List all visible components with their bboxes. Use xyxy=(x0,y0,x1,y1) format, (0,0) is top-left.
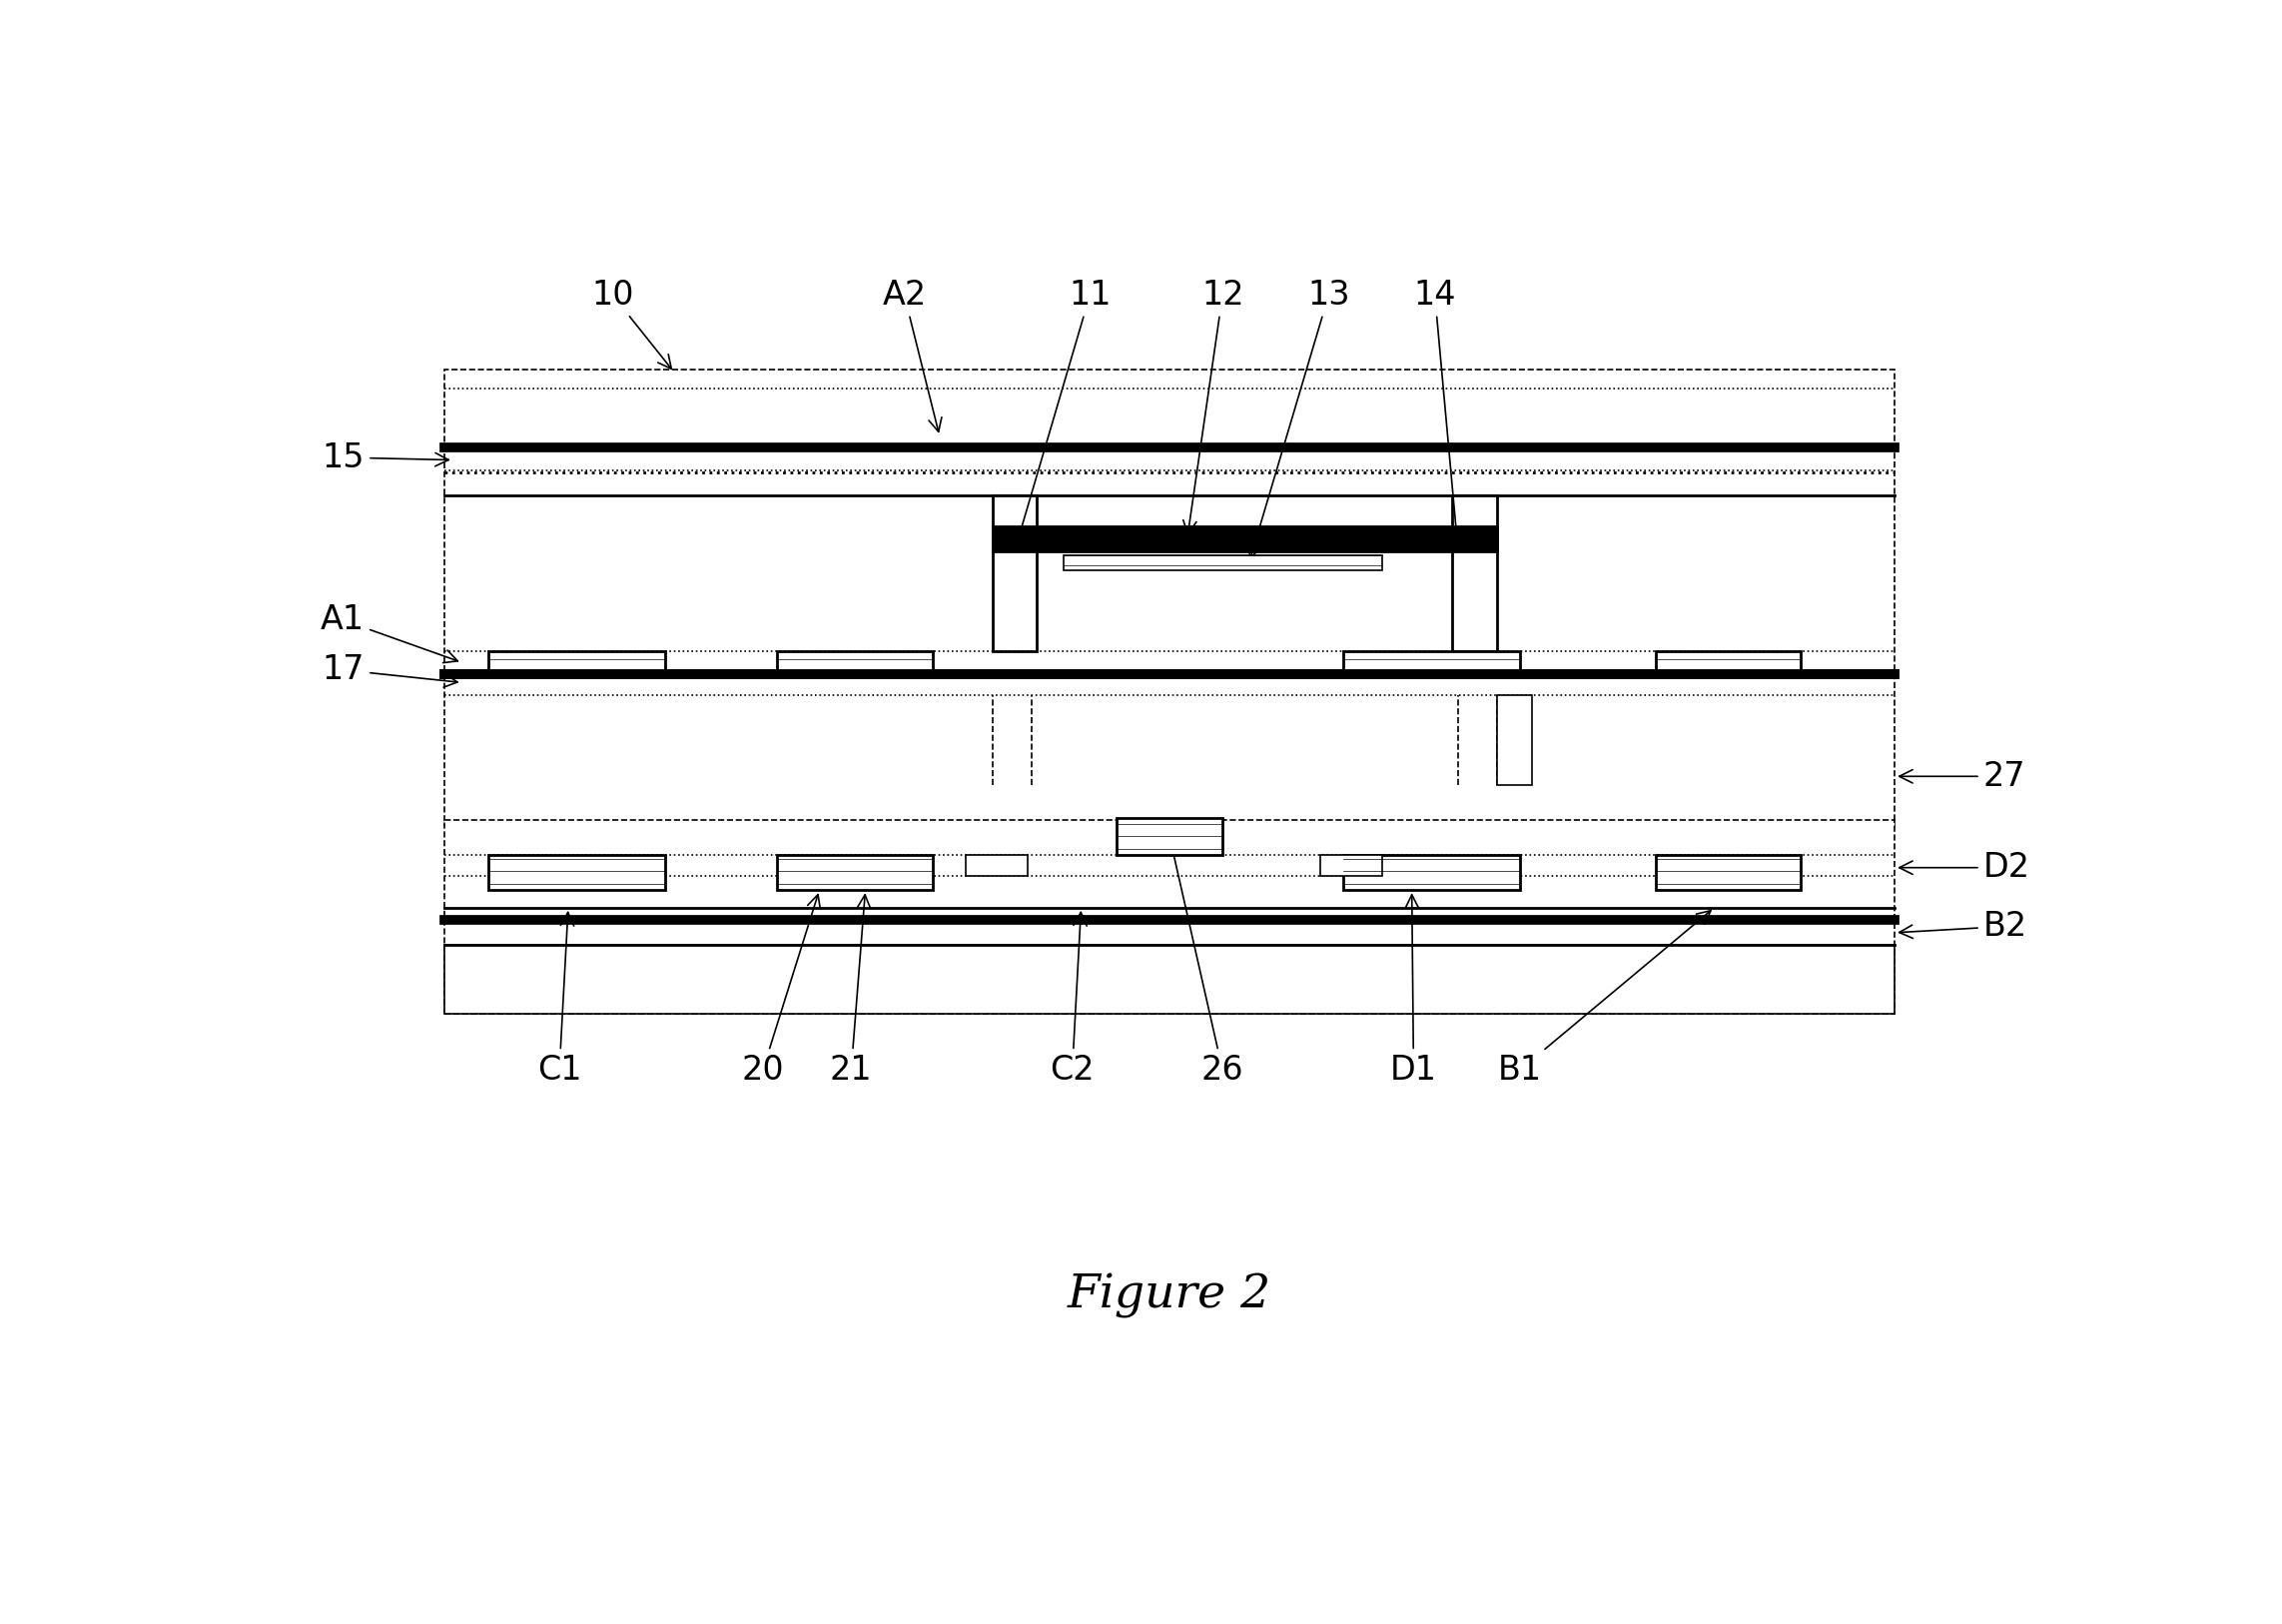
Bar xyxy=(993,495,1036,651)
Text: 14: 14 xyxy=(1413,278,1463,542)
Text: 10: 10 xyxy=(591,278,671,369)
Text: 11: 11 xyxy=(1013,278,1111,542)
Bar xyxy=(1342,856,1520,890)
Text: Figure 2: Figure 2 xyxy=(1068,1273,1271,1319)
Text: B1: B1 xyxy=(1497,911,1712,1086)
Text: 17: 17 xyxy=(322,653,456,687)
Text: C2: C2 xyxy=(1050,913,1095,1086)
Text: 15: 15 xyxy=(322,442,450,474)
Bar xyxy=(965,856,1027,877)
Bar xyxy=(1454,495,1497,651)
Text: 21: 21 xyxy=(831,895,872,1086)
Bar xyxy=(445,820,1894,1013)
Text: 27: 27 xyxy=(1899,760,2026,793)
Bar xyxy=(1319,856,1383,877)
Bar xyxy=(1657,651,1800,674)
Text: A1: A1 xyxy=(322,604,459,663)
Text: B2: B2 xyxy=(1899,909,2026,944)
Text: 26: 26 xyxy=(1166,841,1244,1086)
Bar xyxy=(488,651,666,674)
Bar xyxy=(445,945,1894,1013)
Text: C1: C1 xyxy=(536,913,582,1086)
Bar xyxy=(776,856,933,890)
Bar xyxy=(993,526,1497,551)
Text: D2: D2 xyxy=(1899,851,2031,883)
Bar xyxy=(1657,856,1800,890)
Text: 12: 12 xyxy=(1182,278,1244,534)
Bar xyxy=(1063,555,1381,570)
Text: 20: 20 xyxy=(742,895,819,1086)
Bar xyxy=(1116,817,1223,856)
Text: A2: A2 xyxy=(883,278,942,432)
Bar xyxy=(776,651,933,674)
Bar xyxy=(1342,651,1520,674)
Bar xyxy=(445,370,1894,827)
Bar xyxy=(488,856,666,890)
Bar xyxy=(1497,695,1531,784)
Text: 13: 13 xyxy=(1248,278,1351,559)
Text: D1: D1 xyxy=(1390,895,1438,1086)
